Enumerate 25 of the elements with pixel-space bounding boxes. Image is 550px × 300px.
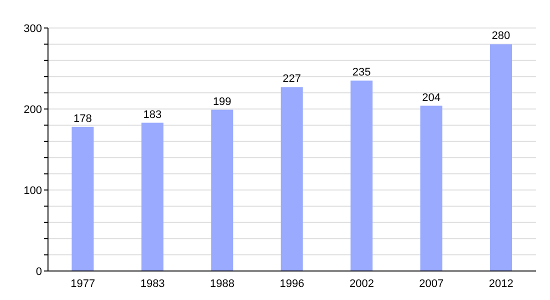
- data-label: 235: [352, 66, 371, 79]
- bar: [72, 126, 94, 271]
- data-label: 204: [422, 92, 440, 104]
- x-tick-label: 2002: [349, 278, 374, 290]
- x-tick-label: 1988: [210, 278, 235, 290]
- data-label: 199: [212, 96, 232, 108]
- bar: [490, 44, 512, 271]
- bar: [350, 80, 373, 271]
- y-tick-label: 0: [36, 266, 42, 278]
- data-label: 178: [74, 112, 92, 125]
- y-tick-label: 300: [24, 22, 42, 35]
- bar: [211, 110, 234, 271]
- x-tick-label: 2012: [488, 278, 514, 290]
- y-tick-label: 100: [24, 184, 42, 197]
- x-tick-label: 1996: [280, 278, 304, 290]
- data-label: 227: [282, 73, 302, 86]
- bar: [141, 122, 164, 271]
- y-tick-label: 200: [24, 104, 42, 116]
- data-label: 280: [492, 30, 510, 42]
- x-tick-label: 1977: [70, 278, 96, 290]
- x-tick-label: 2007: [419, 278, 444, 290]
- x-tick-label: 1983: [140, 278, 165, 290]
- bar: [420, 106, 442, 271]
- data-label: 183: [143, 108, 162, 121]
- bar: [280, 87, 303, 271]
